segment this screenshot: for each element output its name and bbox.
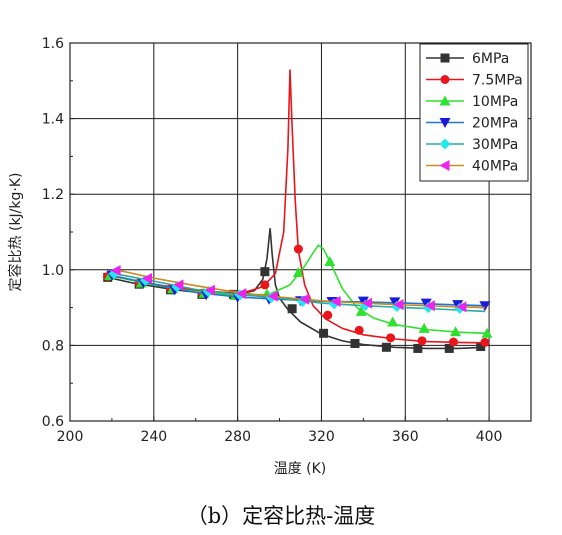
data-point	[424, 300, 435, 312]
data-point	[299, 293, 310, 305]
axis-ticks: 200 240 280 320 360 400 0.6 0.8 1.0 1.2 1.4 1.6	[42, 36, 503, 445]
data-point	[324, 255, 336, 266]
legend-entry: 40MPa	[426, 159, 518, 175]
data-point	[417, 336, 427, 346]
x-tick-label: 400	[476, 429, 503, 445]
x-axis-label: 温度 (K)	[274, 461, 327, 477]
data-point	[413, 343, 423, 353]
legend-label: 7.5MPa	[472, 73, 523, 89]
data-point	[204, 284, 215, 296]
x-tick-label: 240	[140, 429, 167, 445]
legend-label: 30MPa	[472, 137, 518, 153]
data-point	[267, 290, 278, 302]
data-point	[381, 342, 391, 352]
legend-entry: 30MPa	[426, 137, 518, 153]
x-tick-label: 280	[224, 429, 251, 445]
y-tick-label: 0.6	[42, 414, 64, 430]
legend-entry: 7.5MPa	[426, 73, 523, 89]
y-tick-label: 0.8	[42, 338, 64, 354]
data-point	[350, 339, 360, 349]
data-point	[293, 244, 303, 254]
y-tick-label: 1.4	[42, 112, 64, 128]
data-point	[173, 279, 184, 291]
legend-marker	[440, 75, 450, 84]
legend-entry: 6MPa	[426, 51, 509, 67]
y-axis-label: 定容比热 (kJ/kg·K)	[7, 173, 24, 292]
data-point	[355, 305, 367, 316]
series-layer	[103, 69, 493, 353]
data-point	[287, 304, 297, 314]
data-point	[357, 296, 369, 307]
data-point	[386, 333, 396, 343]
data-point	[393, 299, 404, 311]
legend-entry: 10MPa	[426, 94, 518, 110]
legend-marker	[439, 118, 451, 128]
series-40MPa	[110, 265, 485, 313]
legend-marker	[440, 53, 450, 63]
legend-marker	[439, 95, 451, 106]
legend-entry: 20MPa	[426, 116, 518, 132]
data-point	[448, 337, 458, 347]
data-point	[479, 301, 491, 312]
data-point	[418, 322, 430, 333]
x-tick-label: 360	[392, 429, 419, 445]
series-6MPa	[103, 228, 486, 353]
data-point	[292, 266, 304, 277]
series-10MPa	[104, 244, 493, 338]
data-point	[476, 342, 486, 352]
data-point	[319, 328, 329, 338]
data-point	[450, 326, 462, 337]
data-point	[444, 343, 454, 353]
legend-label: 40MPa	[472, 159, 518, 175]
data-point	[362, 297, 373, 309]
legend: 6MPa 7.5MPa 10MPa 20MPa 30MPa 40MPa	[419, 43, 529, 182]
legend-label: 10MPa	[472, 94, 518, 110]
legend-marker	[439, 138, 451, 150]
data-point	[142, 272, 153, 284]
data-point	[420, 298, 432, 309]
data-point	[387, 316, 399, 327]
data-point	[481, 327, 493, 338]
y-tick-label: 1.6	[42, 36, 64, 52]
figure-caption: （b）定容比热-温度	[186, 504, 376, 528]
legend-marker	[439, 160, 450, 171]
y-tick-label: 1.0	[42, 263, 64, 279]
data-point	[236, 288, 247, 300]
data-point	[354, 325, 364, 335]
data-point	[110, 265, 121, 277]
x-tick-label: 320	[308, 429, 335, 445]
data-point	[456, 301, 467, 313]
data-point	[330, 296, 341, 308]
legend-label: 6MPa	[472, 51, 509, 67]
legend-box	[419, 43, 529, 182]
data-point	[260, 267, 270, 277]
data-point	[389, 297, 401, 308]
data-point	[260, 280, 270, 290]
y-tick-label: 1.2	[42, 187, 64, 203]
x-tick-label: 200	[57, 429, 84, 445]
series-line	[109, 244, 488, 335]
data-point	[323, 310, 333, 320]
legend-label: 20MPa	[472, 116, 518, 132]
data-point	[480, 337, 490, 347]
